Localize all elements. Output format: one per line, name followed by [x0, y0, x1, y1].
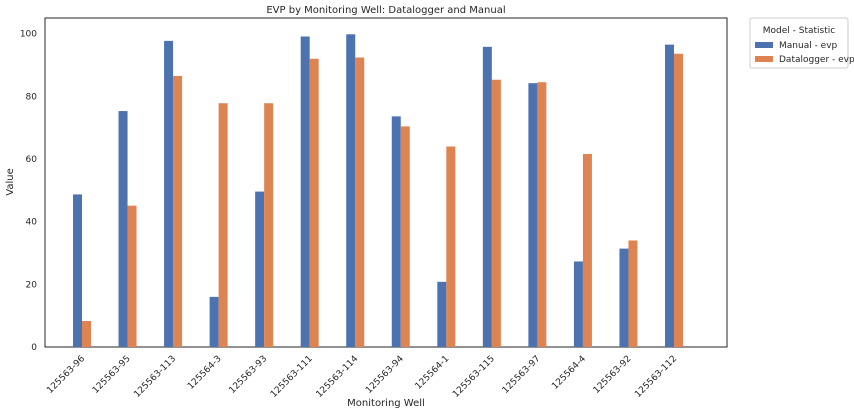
legend-label-manual: Manual - evp: [779, 41, 838, 51]
bar-datalogger-125564-1: [446, 146, 456, 347]
bar-datalogger-125563-97: [537, 82, 547, 347]
bar-datalogger-125564-4: [582, 153, 592, 347]
bar-manual-125563-97: [528, 83, 538, 347]
bar-manual-125563-113: [164, 40, 174, 348]
x-tick-label: 125563-115: [451, 354, 497, 400]
bar-manual-125563-111: [300, 36, 310, 348]
bar-datalogger-125564-3: [218, 103, 228, 347]
bar-datalogger-125563-114: [355, 57, 365, 347]
y-tick-label: 20: [26, 280, 38, 290]
bar-datalogger-125563-95: [127, 205, 137, 347]
bar-manual-125564-1: [437, 281, 447, 347]
bar-manual-125563-94: [391, 116, 401, 348]
bar-datalogger-125563-96: [82, 320, 91, 347]
y-axis: 0 20 40 60 80 100: [20, 30, 37, 353]
y-tick-label: 0: [31, 343, 37, 353]
x-tick-label: 125563-111: [269, 354, 315, 400]
bar-manual-125563-112: [665, 44, 674, 348]
x-tick-label: 125563-92: [592, 354, 634, 396]
x-axis-label: Monitoring Well: [347, 398, 425, 409]
x-tick-label: 125563-112: [633, 354, 679, 400]
plot-area: [44, 17, 728, 348]
bar-datalogger-125563-93: [264, 103, 274, 347]
bar-manual-125563-92: [619, 248, 629, 347]
bar-datalogger-125563-112: [674, 53, 683, 347]
bar-datalogger-125563-111: [309, 58, 319, 347]
bar-manual-125563-114: [346, 34, 356, 347]
y-tick-label: 80: [26, 92, 38, 102]
legend: Model - Statistic Manual - evp Datalogge…: [749, 17, 854, 69]
y-tick-label: 100: [20, 30, 37, 40]
legend-box: [749, 17, 849, 69]
bar-manual-125563-93: [255, 191, 265, 347]
legend-swatch-datalogger: [755, 56, 773, 62]
x-tick-label: 125563-94: [364, 354, 406, 396]
x-tick-label: 125564-1: [414, 354, 452, 392]
x-tick-label: 125563-93: [228, 354, 270, 396]
legend-swatch-manual: [755, 42, 773, 48]
x-tick-label: 125563-96: [45, 354, 87, 396]
bars-group: [73, 34, 683, 348]
chart-title: EVP by Monitoring Well: Datalogger and M…: [266, 5, 505, 16]
bar-datalogger-125563-115: [491, 79, 501, 347]
bar-datalogger-125563-94: [400, 126, 410, 347]
bar-manual-125563-115: [482, 46, 492, 348]
bar-datalogger-125563-113: [173, 75, 183, 347]
x-tick-label: 125563-113: [132, 354, 178, 400]
bar-manual-125564-4: [573, 261, 583, 347]
bar-manual-125563-96: [73, 194, 82, 347]
x-tick-label: 125564-4: [550, 354, 588, 392]
legend-label-datalogger: Datalogger - evp: [779, 55, 854, 65]
x-tick-label: 125563-95: [91, 354, 133, 396]
bar-manual-125564-3: [209, 296, 219, 347]
y-tick-label: 40: [26, 218, 38, 228]
y-tick-label: 60: [26, 155, 38, 165]
x-tick-label: 125563-114: [315, 354, 361, 400]
bar-manual-125563-95: [118, 111, 128, 347]
legend-title: Model - Statistic: [763, 26, 835, 36]
x-axis: 125563-96 125563-95 125563-113 125564-3 1255…: [45, 354, 679, 400]
y-axis-label: Value: [5, 168, 16, 195]
bar-datalogger-125563-92: [628, 240, 638, 347]
x-tick-label: 125564-3: [186, 354, 224, 392]
x-tick-label: 125563-97: [501, 354, 543, 396]
